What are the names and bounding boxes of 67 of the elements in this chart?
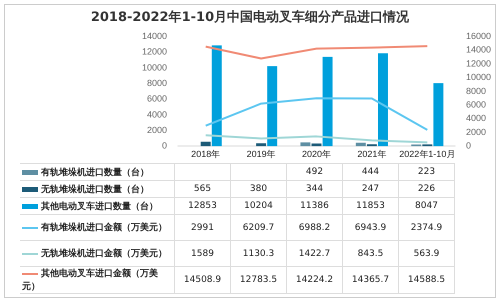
y2-tick-label: 6000 xyxy=(466,100,486,110)
bar xyxy=(267,66,278,146)
data-label: 11853 xyxy=(342,198,398,214)
y2-tick-label: 14000 xyxy=(466,44,492,55)
data-label: 380 xyxy=(230,180,286,198)
y2-tick-label: 2000 xyxy=(466,126,486,137)
y-tick-label: 8000 xyxy=(146,78,167,88)
data-label: 10204 xyxy=(230,198,286,214)
y-tick-label: 14000 xyxy=(142,30,167,41)
y2-tick-label: 4000 xyxy=(466,113,486,124)
bar xyxy=(312,144,322,146)
y-tick-label: 0 xyxy=(162,140,167,151)
y-tick-label: 6000 xyxy=(146,94,167,104)
legend-label: 其他电动叉车进口金额（万美元） xyxy=(20,266,174,294)
data-label: 1589 xyxy=(174,240,230,266)
bar xyxy=(256,143,266,146)
data-label: 12783.5 xyxy=(230,266,286,294)
x-tick-label: 2021年 xyxy=(357,149,386,160)
bar xyxy=(212,45,222,146)
data-label: 843.5 xyxy=(342,240,398,266)
y2-tick-label: 0 xyxy=(466,140,472,151)
x-tick-label: 2019年 xyxy=(246,149,276,160)
data-label: 344 xyxy=(286,180,342,198)
y-tick-label: 12000 xyxy=(142,46,167,57)
y-tick-label: 2000 xyxy=(146,125,167,135)
bar xyxy=(356,142,366,146)
y2-tick-label: 16000 xyxy=(466,30,492,41)
legend-label: 无轨堆垛机进口金额（万美元） xyxy=(20,240,174,266)
y-tick-label: 10000 xyxy=(142,62,167,72)
legend-label: 其他电动叉车进口数量（台） xyxy=(20,198,174,214)
data-label: 12853 xyxy=(174,198,230,214)
data-label: 226 xyxy=(398,180,454,198)
data-label: 565 xyxy=(174,180,230,198)
legend-label: 有轨堆垛机进口金额（万美元） xyxy=(20,214,174,240)
data-label: 8047 xyxy=(398,198,454,214)
legend-label: 有轨堆垛机进口数量（台） xyxy=(20,164,174,180)
data-label: 14224.2 xyxy=(286,266,342,294)
data-label: 1130.3 xyxy=(230,240,286,266)
data-label: 563.9 xyxy=(398,240,454,266)
data-label: 444 xyxy=(342,164,398,180)
data-label: 2991 xyxy=(174,214,230,240)
data-label: 247 xyxy=(342,180,398,198)
data-label: 14508.9 xyxy=(174,266,230,294)
data-label: 223 xyxy=(398,164,454,180)
x-tick-label: 2022年1-10月 xyxy=(399,149,456,160)
data-label: 14588.5 xyxy=(398,266,454,294)
y2-tick-label: 8000 xyxy=(466,86,486,96)
legend-label: 无轨堆垛机进口数量（台） xyxy=(20,180,174,198)
data-label: 1422.7 xyxy=(286,240,342,266)
y2-tick-label: 10000 xyxy=(466,72,492,82)
bar xyxy=(300,142,310,146)
bar xyxy=(378,53,388,146)
x-tick-label: 2020年 xyxy=(302,149,332,160)
data-label: 6943.9 xyxy=(342,214,398,240)
data-label: 492 xyxy=(286,164,342,180)
x-tick-label: 2018年 xyxy=(191,149,220,160)
data-label: 6209.7 xyxy=(230,214,286,240)
y2-tick-label: 12000 xyxy=(466,58,492,68)
y-tick-label: 4000 xyxy=(146,109,167,120)
data-label: 14365.7 xyxy=(342,266,398,294)
chart-title: 2018-2022年1-10月中国电动叉车细分产品进口情况 xyxy=(90,8,410,26)
data-label: 6988.2 xyxy=(286,214,342,240)
data-label: 2374.9 xyxy=(398,214,454,240)
bar xyxy=(433,83,444,146)
bar xyxy=(200,142,211,146)
data-label: 11386 xyxy=(286,198,342,214)
bar xyxy=(322,56,333,146)
